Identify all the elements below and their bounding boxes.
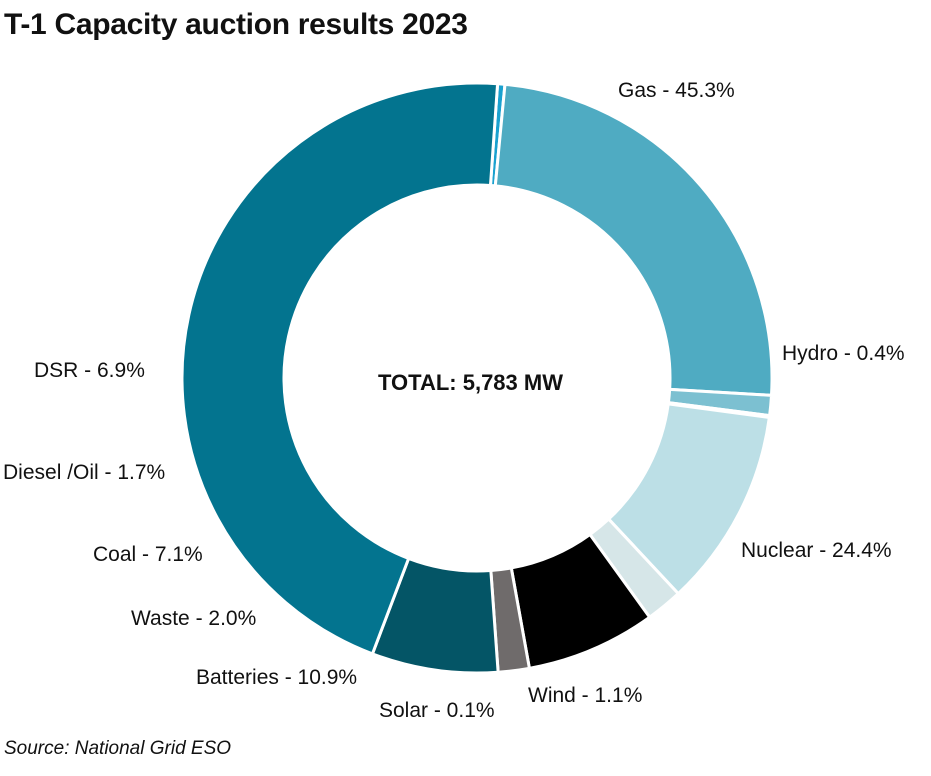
slice-gas — [180, 81, 500, 656]
slice-label-coal: Coal - 7.1% — [93, 543, 203, 566]
source-note: Source: National Grid ESO — [4, 738, 232, 759]
slice-label-nuclear: Nuclear - 24.4% — [741, 539, 892, 562]
slice-label-diesel-oil: Diesel /Oil - 1.7% — [3, 461, 166, 484]
slice-label-dsr: DSR - 6.9% — [34, 359, 145, 382]
chart-title: T-1 Capacity auction results 2023 — [4, 8, 468, 41]
total-label: TOTAL: 5,783 MW — [378, 370, 563, 395]
slice-label-waste: Waste - 2.0% — [131, 607, 257, 630]
slice-label-gas: Gas - 45.3% — [618, 79, 735, 102]
slice-label-hydro: Hydro - 0.4% — [782, 342, 905, 365]
slice-nuclear — [493, 82, 774, 397]
slice-label-batteries: Batteries - 10.9% — [196, 666, 358, 689]
slice-label-solar: Solar - 0.1% — [379, 699, 495, 722]
slice-label-wind: Wind - 1.1% — [528, 684, 643, 707]
